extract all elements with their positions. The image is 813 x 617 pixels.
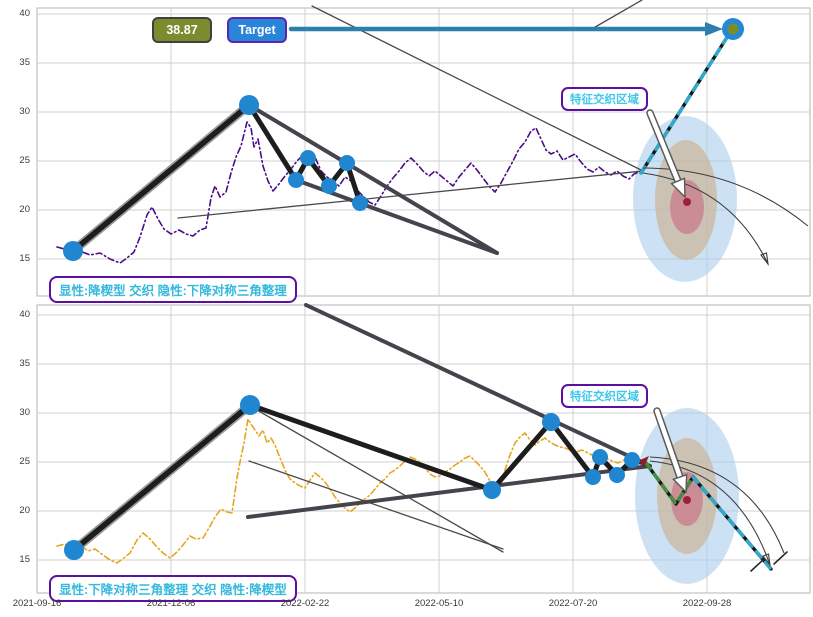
y-tick-label-top: 30 <box>19 106 30 117</box>
y-tick-label-top: 35 <box>19 57 30 68</box>
pivot-dot <box>352 195 368 211</box>
projection-arc <box>642 167 809 227</box>
forecast-center-dot <box>683 496 691 504</box>
y-tick-label-bottom: 35 <box>19 358 30 369</box>
pattern-summary-label-top: 显性:降楔型 交织 隐性:下降对称三角整理 <box>49 276 297 303</box>
white-arrow-shaft <box>647 110 681 184</box>
projection-line-dash <box>691 475 773 571</box>
pivot-dot <box>240 395 260 415</box>
thin-trendline <box>256 409 504 553</box>
price-line <box>56 418 636 564</box>
y-tick-label-top: 25 <box>19 155 30 166</box>
x-tick-label: 2022-07-20 <box>548 598 598 609</box>
white-arrow-shaft <box>654 408 683 480</box>
y-tick-label-bottom: 25 <box>19 456 30 467</box>
forecast-center-dot <box>683 198 691 206</box>
y-tick-label-top: 40 <box>19 8 30 19</box>
x-tick-label: 2022-05-10 <box>414 598 464 609</box>
pivot-dot <box>321 178 337 194</box>
y-tick-label-top: 20 <box>19 204 30 215</box>
target-button[interactable]: Target <box>227 17 287 43</box>
projection-line-dash <box>644 461 695 506</box>
pattern-boundary-line <box>247 103 499 255</box>
pivot-dot <box>609 467 625 483</box>
pivot-dot <box>339 155 355 171</box>
rally-line <box>70 102 252 254</box>
thin-trendline <box>248 460 504 550</box>
pivot-dot <box>288 172 304 188</box>
apex-marker <box>638 456 649 467</box>
x-tick-label: 2022-02-22 <box>280 598 330 609</box>
y-tick-label-top: 15 <box>19 253 30 264</box>
pivot-dot <box>585 469 601 485</box>
interval-bracket <box>750 558 765 572</box>
arc-arrowhead <box>760 252 769 266</box>
pivot-dot <box>624 452 640 468</box>
pivot-dot <box>542 413 560 431</box>
x-tick-label: 2021-12-06 <box>146 598 196 609</box>
thin-trendline <box>177 170 644 219</box>
pivot-dot <box>64 540 84 560</box>
rally-line <box>71 402 253 553</box>
thin-trendline <box>311 5 644 172</box>
y-tick-label-bottom: 20 <box>19 505 30 516</box>
interval-bracket <box>773 551 788 565</box>
thin-trendline <box>589 0 643 31</box>
target-dot-core <box>727 23 739 35</box>
x-tick-label: 2022-09-28 <box>682 598 732 609</box>
pattern-summary-label-bottom: 显性:下降对称三角整理 交织 隐性:降楔型 <box>49 575 297 602</box>
pattern-boundary-line <box>246 464 652 519</box>
feature-region-label-bottom: 特征交织区域 <box>561 384 648 408</box>
pivot-dot <box>63 241 83 261</box>
projection-arc <box>649 460 771 566</box>
pattern-boundary-line <box>304 303 652 468</box>
white-arrow-head <box>672 473 688 494</box>
target-price-badge: 38.87 <box>152 17 212 43</box>
pivot-dot <box>239 95 259 115</box>
y-tick-label-bottom: 30 <box>19 407 30 418</box>
y-tick-label-bottom: 15 <box>19 554 30 565</box>
y-tick-label-bottom: 40 <box>19 309 30 320</box>
projection-arc <box>642 172 769 265</box>
pivot-dot <box>300 150 316 166</box>
target-arrow-head <box>705 22 723 36</box>
white-arrow-head <box>670 177 686 199</box>
feature-region-label-top: 特征交织区域 <box>561 87 648 111</box>
price-line <box>56 121 640 264</box>
arc-arrowhead <box>762 553 771 567</box>
x-tick-label: 2021-09-16 <box>12 598 62 609</box>
projection-line-dash <box>639 29 733 175</box>
pivot-dot <box>483 481 501 499</box>
forecast-ellipse <box>670 180 704 234</box>
pivot-dot <box>592 449 608 465</box>
